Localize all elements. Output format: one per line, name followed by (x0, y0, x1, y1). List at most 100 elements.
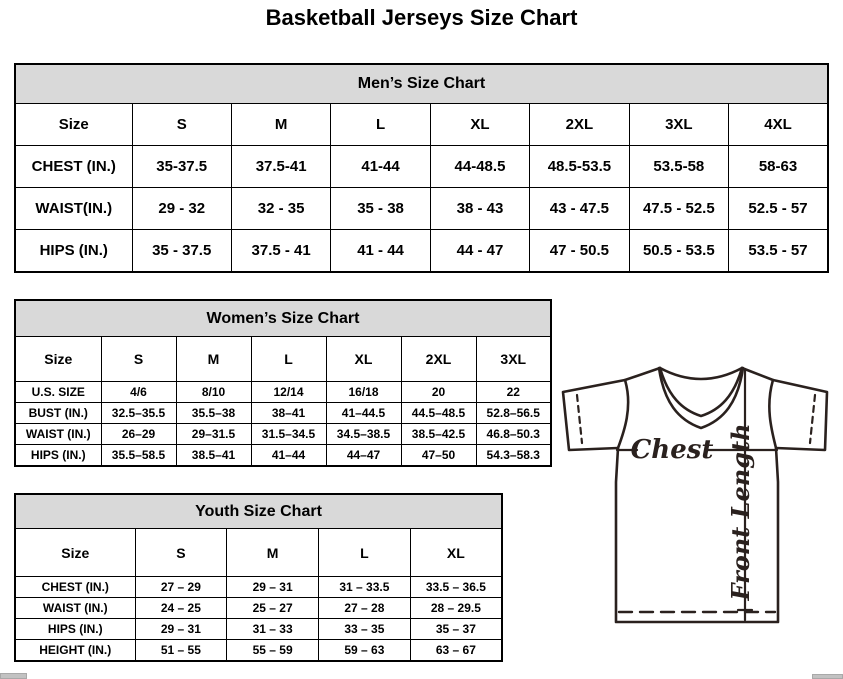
column-header: Size (14, 336, 102, 382)
table-row: HEIGHT (IN.) 51 – 55 55 – 59 59 – 63 63 – 67 (14, 639, 503, 662)
column-header: Size (14, 103, 133, 146)
column-header: 3XL (628, 103, 730, 146)
table-caption-row: Men’s Size Chart (14, 63, 829, 104)
left-sleeve-seam (616, 378, 630, 450)
size-cell: 58-63 (728, 145, 829, 188)
size-cell: 37.5-41 (230, 145, 332, 188)
size-cell: 4/6 (100, 381, 177, 403)
jersey-measurement-diagram: Chest Front Length (561, 366, 829, 624)
horizontal-scrollbar-fragment-right[interactable] (812, 674, 843, 679)
row-label: HIPS (IN.) (14, 229, 133, 273)
column-header-row: Size S M L XL (14, 528, 503, 577)
right-sleeve-seam (768, 378, 778, 450)
front-length-label: Front Length (726, 423, 755, 601)
mens-size-table: Men’s Size Chart Size S M L XL 2XL 3XL 4XL CHEST … (14, 63, 829, 273)
column-header: L (330, 103, 431, 146)
table-row: WAIST (IN.) 24 – 25 25 – 27 27 – 28 28 – 29.… (14, 597, 503, 619)
size-cell: 33 – 35 (318, 618, 411, 640)
size-cell: 51 – 55 (134, 639, 228, 662)
size-cell: 29 – 31 (134, 618, 228, 640)
table-title: Women’s Size Chart (14, 299, 552, 337)
size-cell: 32.5–35.5 (100, 402, 177, 424)
row-label: HIPS (IN.) (14, 618, 136, 640)
size-cell: 50.5 - 53.5 (628, 229, 730, 273)
size-cell: 54.3–58.3 (475, 444, 552, 467)
size-cell: 38.5–41 (175, 444, 252, 467)
size-cell: 35 - 38 (330, 187, 431, 230)
size-cell: 35.5–38 (175, 402, 252, 424)
size-cell: 16/18 (325, 381, 402, 403)
table-row: BUST (IN.) 32.5–35.5 35.5–38 38–41 41–44.5 44… (14, 402, 552, 424)
table-row: CHEST (IN.) 35-37.5 37.5-41 41-44 44-48.5 48.… (14, 145, 829, 188)
row-label: U.S. SIZE (14, 381, 102, 403)
size-cell: 28 – 29.5 (409, 597, 503, 619)
size-cell: 27 – 28 (318, 597, 411, 619)
size-cell: 47.5 - 52.5 (628, 187, 730, 230)
size-cell: 37.5 - 41 (230, 229, 332, 273)
size-cell: 38–41 (250, 402, 327, 424)
column-header: L (318, 528, 411, 577)
column-header: 4XL (728, 103, 829, 146)
size-cell: 53.5-58 (628, 145, 730, 188)
jersey-outline (561, 366, 829, 624)
table-row: HIPS (IN.) 35 - 37.5 37.5 - 41 41 - 44 44 - … (14, 229, 829, 273)
size-cell: 31 – 33.5 (318, 576, 411, 598)
table-row: CHEST (IN.) 27 – 29 29 – 31 31 – 33.5 33.5 –… (14, 576, 503, 598)
table-caption-row: Women’s Size Chart (14, 299, 552, 337)
column-header: 2XL (529, 103, 630, 146)
size-cell: 25 – 27 (226, 597, 319, 619)
size-cell: 29 - 32 (131, 187, 232, 230)
size-cell: 41 - 44 (330, 229, 431, 273)
column-header: XL (409, 528, 503, 577)
column-header-row: Size S M L XL 2XL 3XL (14, 336, 552, 382)
size-cell: 47 - 50.5 (529, 229, 630, 273)
size-cell: 55 – 59 (226, 639, 319, 662)
youth-size-table: Youth Size Chart Size S M L XL CHEST (IN.) 27 –… (14, 493, 503, 662)
size-cell: 29 – 31 (226, 576, 319, 598)
size-cell: 31 – 33 (226, 618, 319, 640)
size-cell: 41-44 (330, 145, 431, 188)
column-header: XL (325, 336, 402, 382)
page-title: Basketball Jerseys Size Chart (265, 5, 578, 30)
collar-outer-v (657, 366, 745, 430)
column-header: S (131, 103, 232, 146)
size-cell: 63 – 67 (409, 639, 503, 662)
horizontal-scrollbar-fragment-left[interactable] (0, 673, 27, 679)
column-header: XL (429, 103, 531, 146)
row-label: CHEST (IN.) (14, 145, 133, 188)
size-cell: 41–44.5 (325, 402, 402, 424)
table-title: Youth Size Chart (14, 493, 503, 529)
row-label: HEIGHT (IN.) (14, 639, 136, 662)
right-cuff-dashed-line (808, 393, 817, 445)
column-header: M (175, 336, 252, 382)
size-cell: 26–29 (100, 423, 177, 445)
size-cell: 32 - 35 (230, 187, 332, 230)
size-cell: 52.8–56.5 (475, 402, 552, 424)
size-cell: 59 – 63 (318, 639, 411, 662)
size-cell: 29–31.5 (175, 423, 252, 445)
size-cell: 53.5 - 57 (728, 229, 829, 273)
table-row: U.S. SIZE 4/6 8/10 12/14 16/18 20 22 (14, 381, 552, 403)
row-label: WAIST(IN.) (14, 187, 133, 230)
size-cell: 38.5–42.5 (400, 423, 477, 445)
womens-size-table: Women’s Size Chart Size S M L XL 2XL 3XL U.S. SI… (14, 299, 552, 467)
size-cell: 47–50 (400, 444, 477, 467)
size-cell: 41–44 (250, 444, 327, 467)
table-row: HIPS (IN.) 35.5–58.5 38.5–41 41–44 44–47 47–5… (14, 444, 552, 467)
column-header: 2XL (400, 336, 477, 382)
column-header: Size (14, 528, 136, 577)
size-cell: 43 - 47.5 (529, 187, 630, 230)
column-header: M (230, 103, 332, 146)
size-cell: 35.5–58.5 (100, 444, 177, 467)
size-cell: 20 (400, 381, 477, 403)
size-cell: 34.5–38.5 (325, 423, 402, 445)
size-cell: 44-48.5 (429, 145, 531, 188)
column-header-row: Size S M L XL 2XL 3XL 4XL (14, 103, 829, 146)
size-cell: 48.5-53.5 (529, 145, 630, 188)
size-cell: 35 - 37.5 (131, 229, 232, 273)
column-header: S (100, 336, 177, 382)
left-cuff-dashed-line (575, 393, 584, 445)
table-row: WAIST(IN.) 29 - 32 32 - 35 35 - 38 38 - 43 43… (14, 187, 829, 230)
column-header: M (226, 528, 319, 577)
table-row: WAIST (IN.) 26–29 29–31.5 31.5–34.5 34.5–38.… (14, 423, 552, 445)
